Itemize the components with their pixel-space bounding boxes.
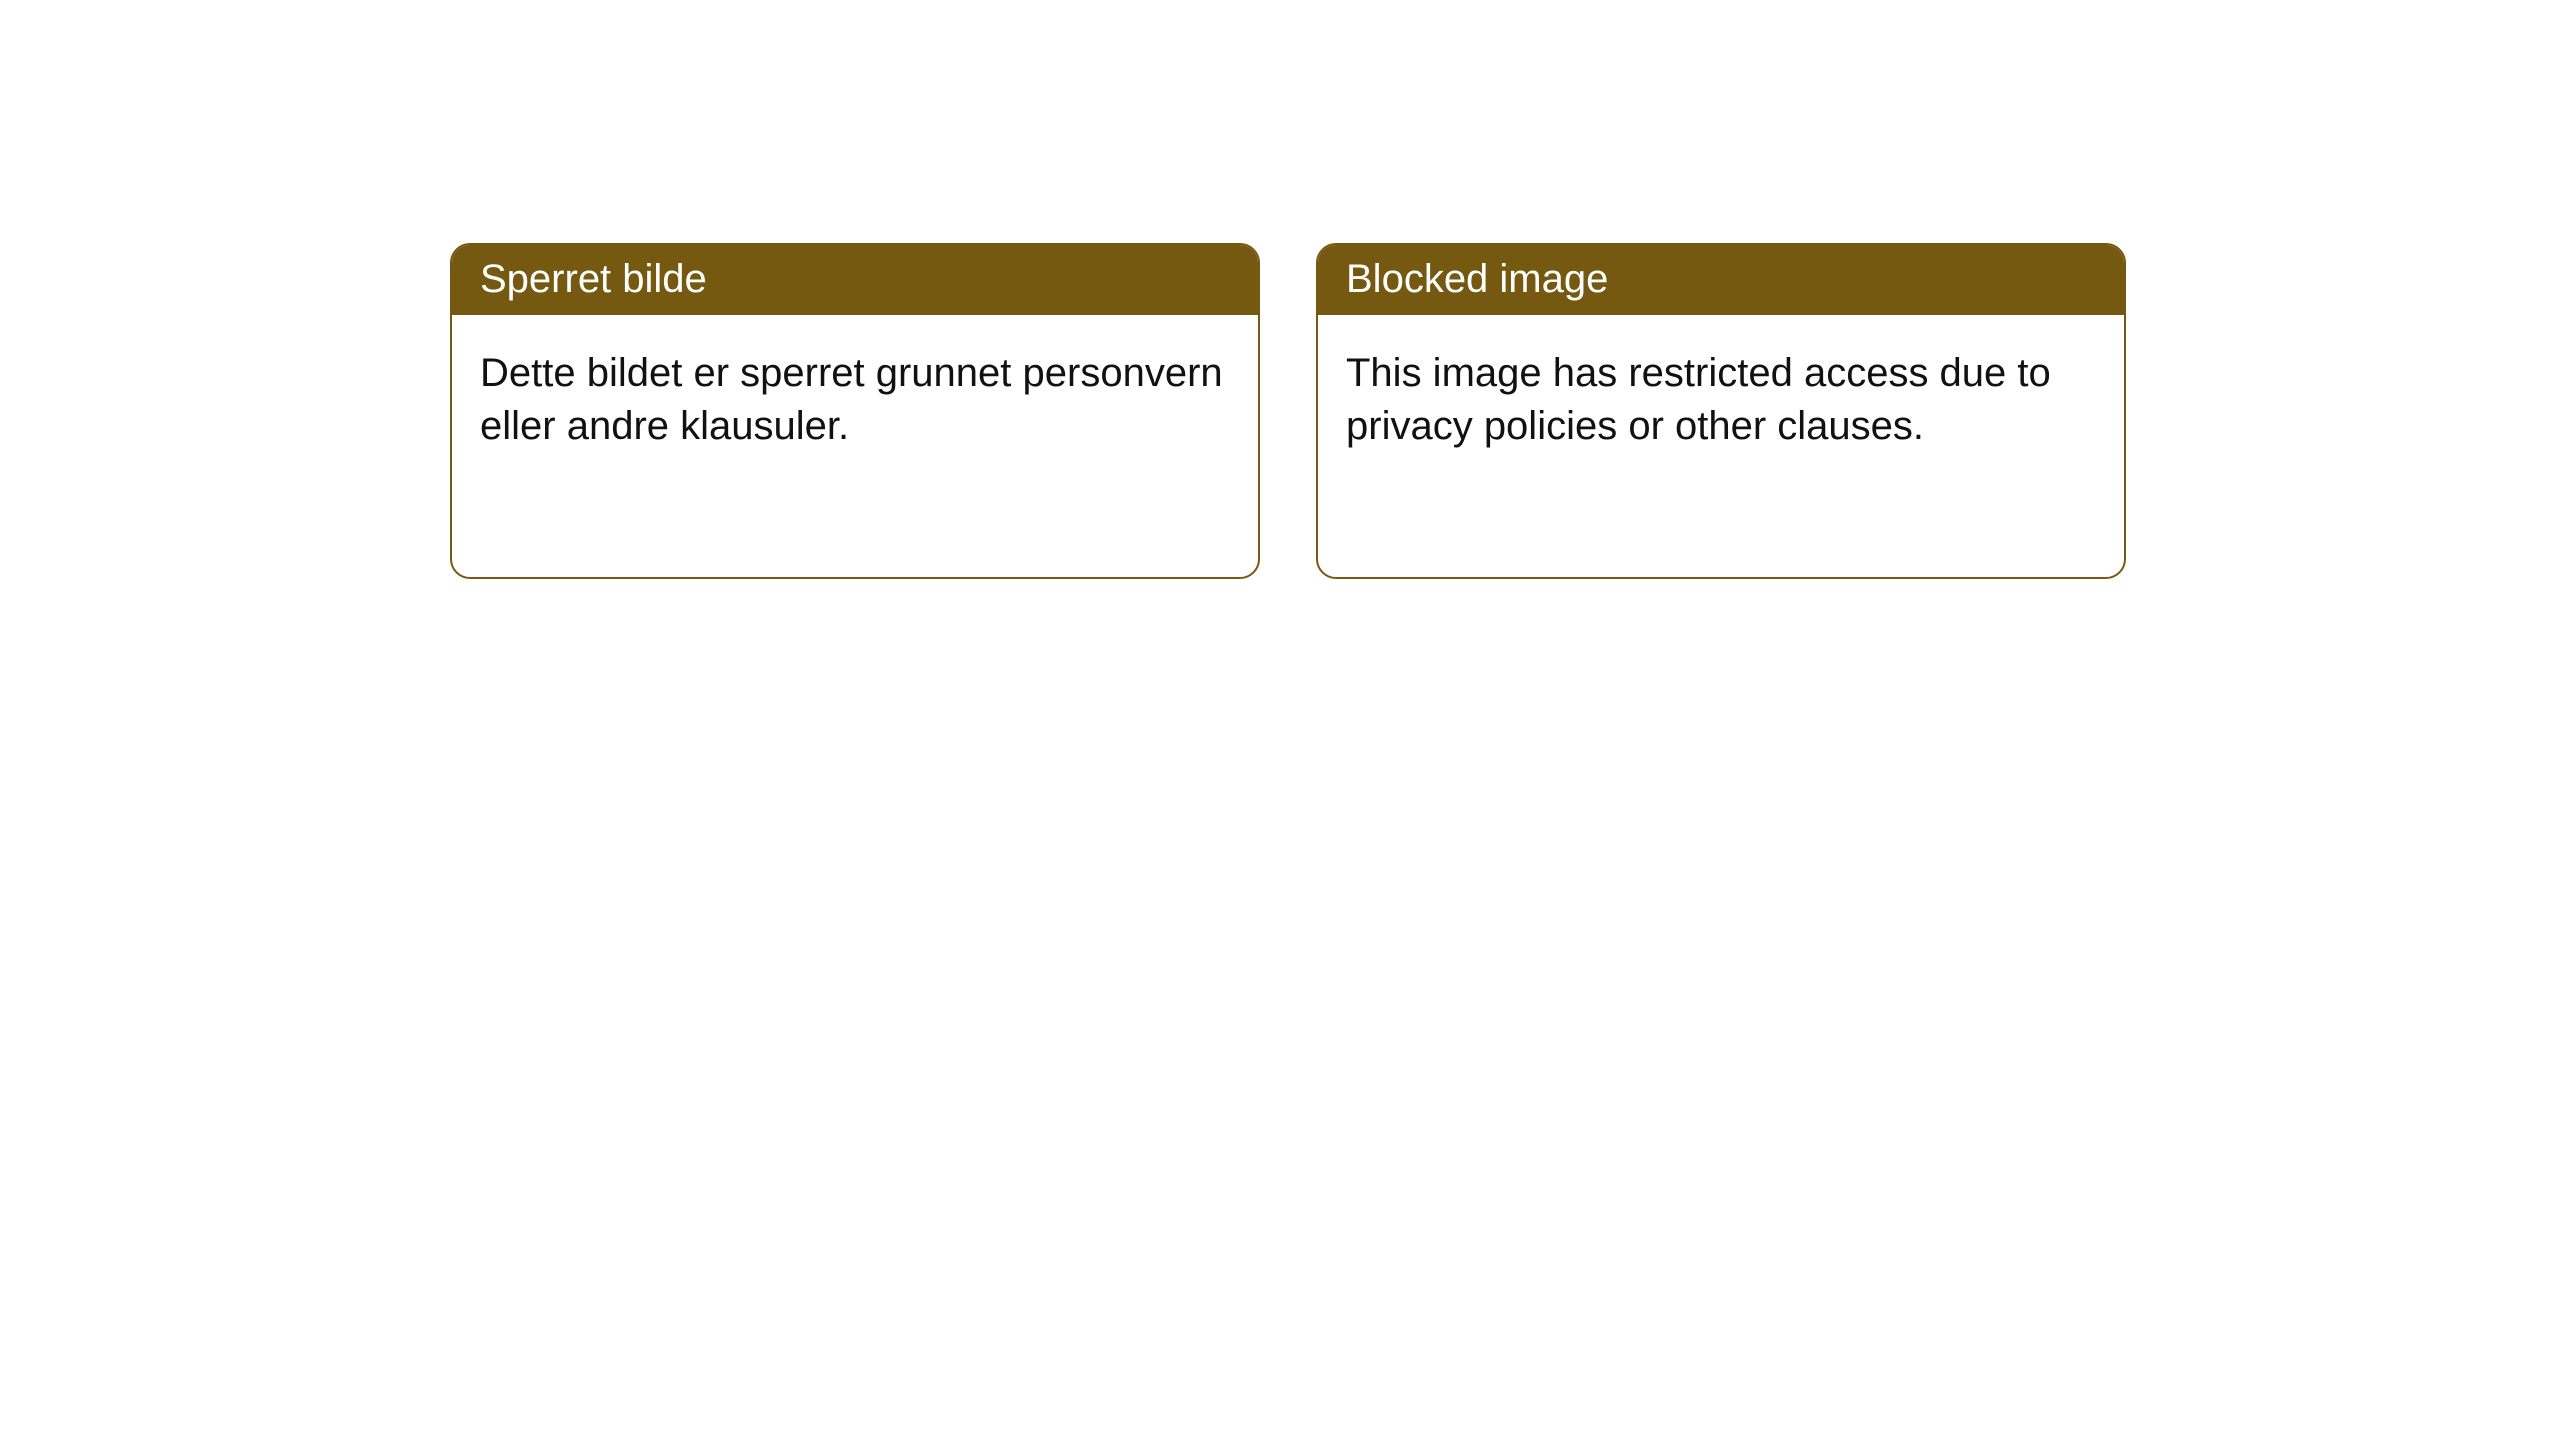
card-body: This image has restricted access due to … — [1318, 315, 2124, 485]
card-message: This image has restricted access due to … — [1346, 351, 2051, 448]
card-title: Blocked image — [1346, 257, 1608, 301]
card-message: Dette bildet er sperret grunnet personve… — [480, 351, 1223, 448]
card-title: Sperret bilde — [480, 257, 707, 301]
card-header: Sperret bilde — [452, 245, 1258, 315]
notice-container: Sperret bilde Dette bildet er sperret gr… — [0, 0, 2560, 579]
card-body: Dette bildet er sperret grunnet personve… — [452, 315, 1258, 485]
notice-card-norwegian: Sperret bilde Dette bildet er sperret gr… — [450, 243, 1260, 579]
notice-card-english: Blocked image This image has restricted … — [1316, 243, 2126, 579]
card-header: Blocked image — [1318, 245, 2124, 315]
